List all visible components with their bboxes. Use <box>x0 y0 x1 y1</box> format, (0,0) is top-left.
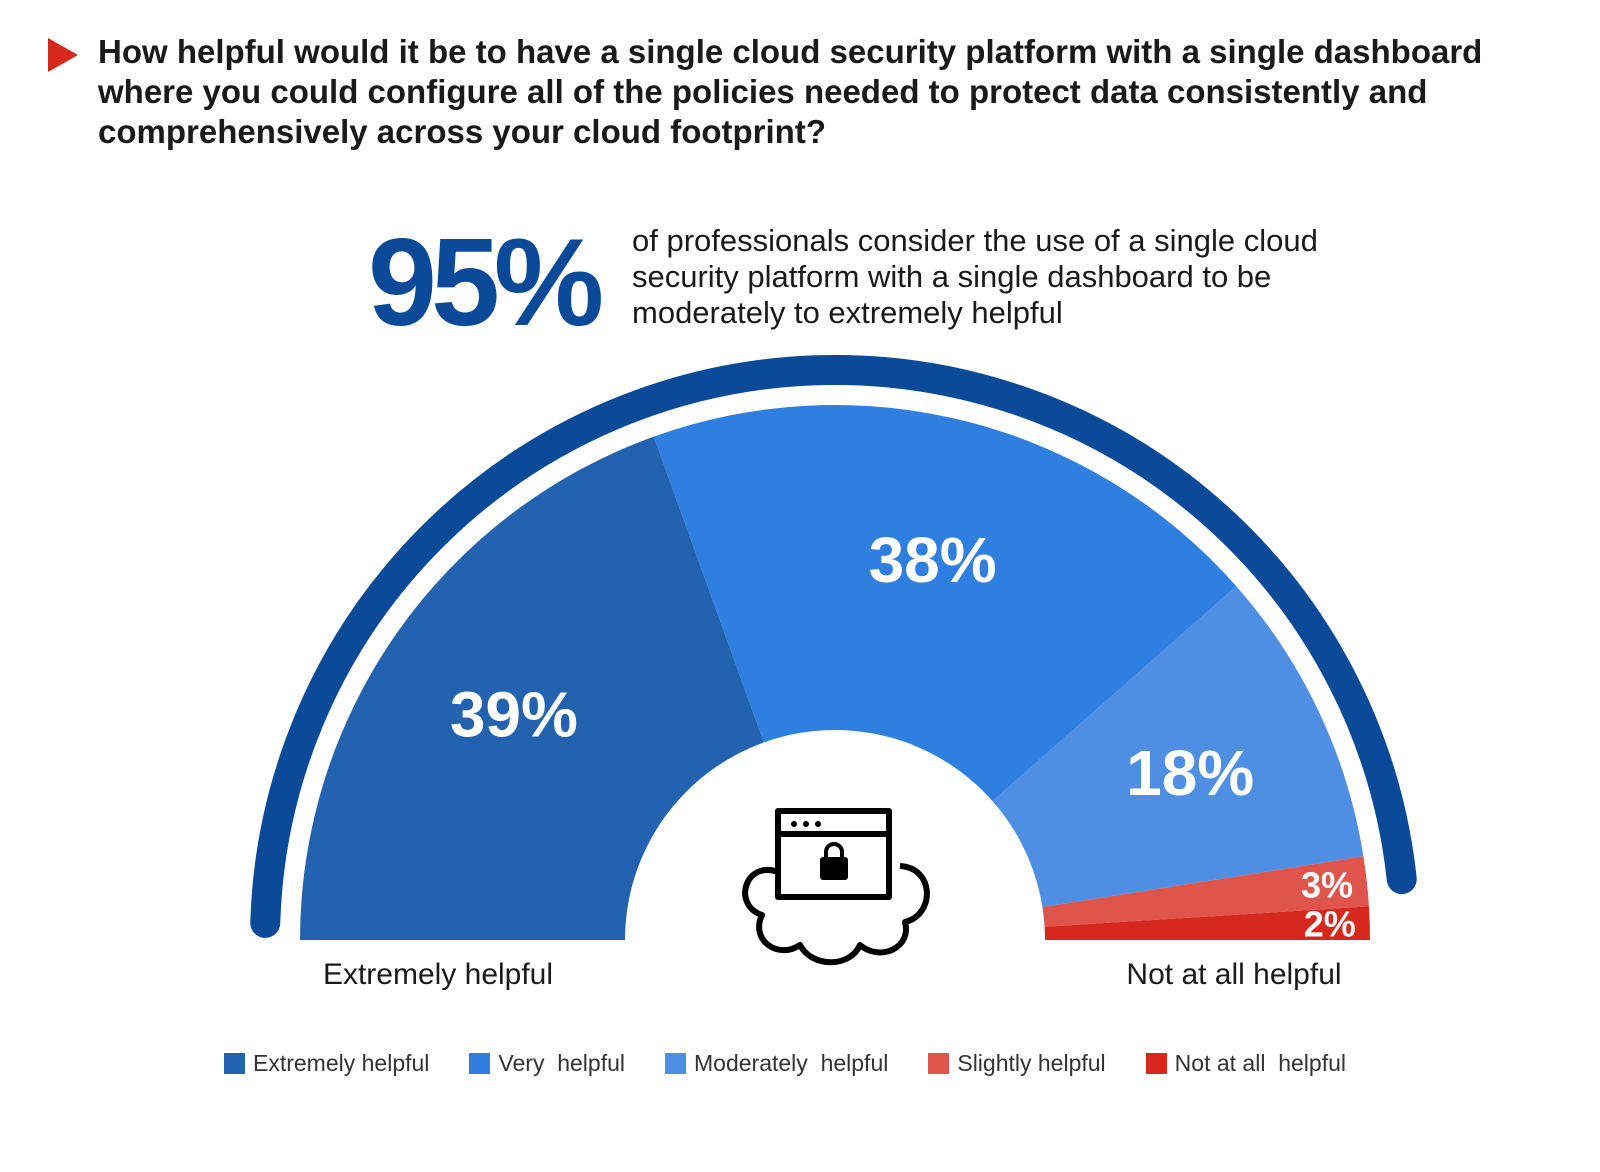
legend-item-slightly: Slightly helpful <box>928 1050 1106 1077</box>
data-label-slightly: 3% <box>1301 865 1353 906</box>
legend-label: Slightly helpful <box>957 1050 1106 1076</box>
legend-swatch <box>665 1053 687 1074</box>
slice-moderately <box>992 586 1364 908</box>
legend-swatch <box>224 1053 245 1074</box>
padlock-shackle <box>824 842 844 858</box>
slice-slightly <box>1042 856 1369 927</box>
data-label-very: 38% <box>869 524 997 596</box>
data-label-moderately: 18% <box>1126 737 1254 809</box>
data-label-not-at-all: 2% <box>1304 903 1356 944</box>
padlock-body <box>820 857 848 880</box>
legend-swatch <box>469 1053 491 1074</box>
legend-label: Extremely helpful <box>253 1050 430 1076</box>
slice-not-at-all <box>1044 906 1370 940</box>
legend-swatch <box>928 1053 950 1074</box>
legend-label: Not at all helpful <box>1174 1050 1346 1076</box>
legend-item-moderately: Moderately helpful <box>665 1050 888 1077</box>
question-marker-icon <box>48 38 78 72</box>
slice-very <box>653 404 1237 802</box>
right-end-label: Not at all helpful <box>1126 958 1341 991</box>
chart-slices <box>300 404 1370 940</box>
legend-swatch <box>1145 1053 1167 1074</box>
browser-dot <box>803 821 809 827</box>
legend-item-extremely: Extremely helpful <box>224 1050 429 1077</box>
question-text: How helpful would it be to have a single… <box>98 33 1483 150</box>
browser-dot <box>815 821 821 827</box>
legend-item-very: Very helpful <box>469 1050 625 1077</box>
legend-label: Moderately helpful <box>694 1050 889 1076</box>
emphasis-arc <box>250 355 1417 938</box>
headline-description: of professionals consider the use of a s… <box>632 223 1318 330</box>
headline-stat: 95% <box>368 214 604 352</box>
chart-data-labels: 39% 38% 18% 3%2% <box>450 524 1356 945</box>
cloud-outline <box>742 863 930 966</box>
chart-legend: Extremely helpful Very helpful Moderately … <box>224 1050 1346 1077</box>
legend-item-not-at-all: Not at all helpful <box>1145 1050 1346 1077</box>
legend-label: Very helpful <box>498 1050 626 1076</box>
cloud-lock-icon <box>742 808 930 966</box>
browser-dot <box>791 821 797 827</box>
slice-extremely <box>300 436 764 940</box>
left-end-label: Extremely helpful <box>323 958 553 991</box>
data-label-extremely: 39% <box>450 678 578 750</box>
